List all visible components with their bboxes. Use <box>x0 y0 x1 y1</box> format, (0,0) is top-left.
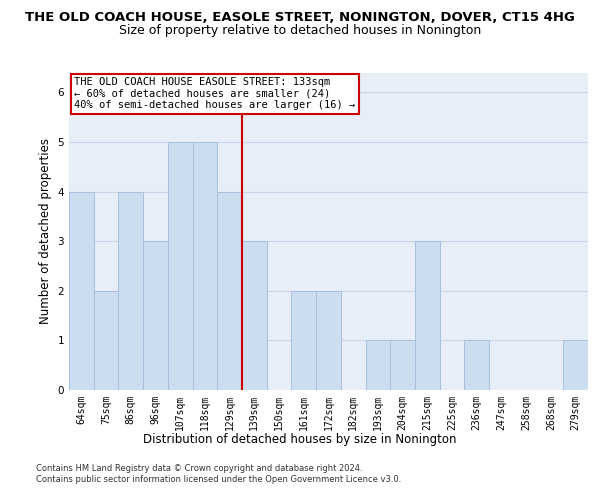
Bar <box>242 241 267 390</box>
Bar <box>118 192 143 390</box>
Bar <box>365 340 390 390</box>
Bar <box>168 142 193 390</box>
Bar <box>69 192 94 390</box>
Text: THE OLD COACH HOUSE EASOLE STREET: 133sqm
← 60% of detached houses are smaller (: THE OLD COACH HOUSE EASOLE STREET: 133sq… <box>74 78 355 110</box>
Bar <box>390 340 415 390</box>
Bar <box>217 192 242 390</box>
Bar <box>292 291 316 390</box>
Bar <box>193 142 217 390</box>
Text: Size of property relative to detached houses in Nonington: Size of property relative to detached ho… <box>119 24 481 37</box>
Bar <box>563 340 588 390</box>
Bar <box>143 241 168 390</box>
Text: THE OLD COACH HOUSE, EASOLE STREET, NONINGTON, DOVER, CT15 4HG: THE OLD COACH HOUSE, EASOLE STREET, NONI… <box>25 11 575 24</box>
Bar <box>316 291 341 390</box>
Text: Contains HM Land Registry data © Crown copyright and database right 2024.: Contains HM Land Registry data © Crown c… <box>36 464 362 473</box>
Text: Distribution of detached houses by size in Nonington: Distribution of detached houses by size … <box>143 432 457 446</box>
Bar <box>464 340 489 390</box>
Y-axis label: Number of detached properties: Number of detached properties <box>39 138 52 324</box>
Text: Contains public sector information licensed under the Open Government Licence v3: Contains public sector information licen… <box>36 475 401 484</box>
Bar <box>94 291 118 390</box>
Bar <box>415 241 440 390</box>
